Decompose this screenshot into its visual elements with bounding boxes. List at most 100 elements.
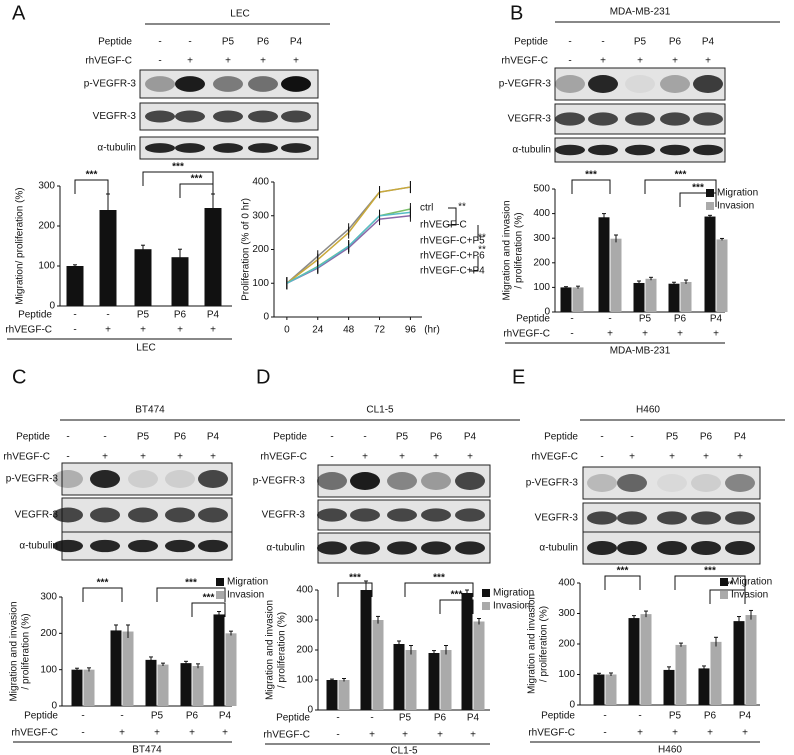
row-token: P4 <box>734 432 747 443</box>
y-tick-label: 200 <box>558 639 575 650</box>
y-tick-label: 100 <box>40 664 57 675</box>
blot-band <box>317 472 347 490</box>
legend-label: Invasion <box>227 590 264 601</box>
cell-line-title: LEC <box>230 9 249 20</box>
row-token: + <box>260 56 266 67</box>
x-row-token: P4 <box>739 711 752 722</box>
row-token: P4 <box>207 432 220 443</box>
y-tick-label: 300 <box>296 615 313 626</box>
significance-label: *** <box>349 573 361 584</box>
bar <box>192 666 204 706</box>
blot-band <box>660 75 690 93</box>
y-axis-label: Proliferation (% of 0 hr) <box>241 198 252 301</box>
y-tick-label: 0 <box>307 705 313 716</box>
significance-label: *** <box>617 566 629 577</box>
blot-label: α-tubulin <box>512 145 551 156</box>
x-row-token: P4 <box>207 310 220 321</box>
cell-line-title: BT474 <box>135 405 165 416</box>
blot-band <box>317 508 347 522</box>
x-label: MDA-MB-231 <box>610 346 671 357</box>
row-token: - <box>600 452 603 463</box>
significance-bracket <box>142 171 214 186</box>
x-row-token: - <box>106 310 109 321</box>
row-token: P5 <box>137 432 150 443</box>
y-tick-label: 400 <box>252 177 269 188</box>
x-row-token: P5 <box>669 711 682 722</box>
blot-label: p-VEGFR-3 <box>6 474 59 485</box>
y-axis-label: Migration and invasion <box>9 601 20 701</box>
bar <box>204 208 222 306</box>
bar <box>338 680 350 710</box>
x-label: LEC <box>136 343 155 354</box>
bar <box>668 283 680 312</box>
cell-line-title: CL1-5 <box>366 405 394 416</box>
row-label: rhVEGF-C <box>260 452 307 463</box>
row-token: + <box>637 56 643 67</box>
row-token: P5 <box>222 37 235 48</box>
blot-band <box>725 511 755 525</box>
row-label: Peptide <box>544 432 578 443</box>
row-token: + <box>629 452 635 463</box>
x-row-token: P5 <box>639 314 652 325</box>
x-tick-label: 48 <box>343 325 355 336</box>
significance-label: ** <box>458 202 466 213</box>
x-tick-label: 72 <box>374 325 386 336</box>
y-tick-label: 400 <box>558 578 575 589</box>
row-token: P5 <box>634 37 647 48</box>
x-row-token: - <box>570 329 573 340</box>
x-row-token: + <box>713 329 719 340</box>
row-token: P5 <box>666 432 679 443</box>
y-tick-label: 0 <box>49 301 55 312</box>
blot-label: α-tubulin <box>97 143 136 154</box>
blot <box>582 466 761 500</box>
x-row-label: Peptide <box>24 711 58 722</box>
panel-letter: B <box>510 2 523 24</box>
row-token: - <box>330 452 333 463</box>
y-tick-label: 300 <box>558 608 575 619</box>
blot-band <box>725 474 755 492</box>
significance-bracket <box>571 179 611 194</box>
row-token: + <box>737 452 743 463</box>
row-token: - <box>568 37 571 48</box>
blot-label: VEGFR-3 <box>508 114 552 125</box>
blot-band <box>53 539 83 553</box>
blot-label: VEGFR-3 <box>262 510 306 521</box>
bar <box>83 669 95 706</box>
blot-band <box>350 472 380 490</box>
significance-bracket <box>674 575 746 590</box>
x-row-token: - <box>73 310 76 321</box>
x-row-token: - <box>570 314 573 325</box>
legend-label: Invasion <box>493 601 530 612</box>
legend-swatch <box>720 591 728 599</box>
bar <box>663 669 675 705</box>
legend-label: Migration <box>493 588 534 599</box>
x-unit: (hr) <box>424 325 440 336</box>
blot-band <box>660 112 690 126</box>
significance-label: *** <box>692 183 704 194</box>
significance-bracket <box>679 192 717 207</box>
x-row-token: P6 <box>174 310 187 321</box>
y-tick-label: 100 <box>252 278 269 289</box>
legend-swatch <box>720 578 728 586</box>
y-axis-label: Migration and invasion <box>265 600 276 700</box>
significance-bracket <box>644 179 717 194</box>
x-row-token: + <box>140 325 146 336</box>
bar <box>405 650 417 710</box>
x-row-token: - <box>638 711 641 722</box>
bar <box>680 281 692 312</box>
blot-label: p-VEGFR-3 <box>84 79 137 90</box>
x-row-token: P4 <box>710 314 723 325</box>
row-token: + <box>225 56 231 67</box>
cell-line-title: MDA-MB-231 <box>610 7 671 18</box>
bar <box>393 644 405 710</box>
x-row-token: + <box>637 728 643 739</box>
blot-band <box>588 112 618 126</box>
blot-band <box>555 144 585 156</box>
legend-swatch <box>482 589 490 597</box>
row-token: - <box>103 432 106 443</box>
blot-band <box>128 507 158 523</box>
bar <box>213 614 225 706</box>
blot-label: VEGFR-3 <box>15 510 59 521</box>
y-tick-label: 0 <box>51 701 57 712</box>
